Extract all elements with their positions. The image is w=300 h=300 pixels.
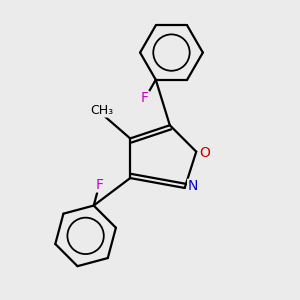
Text: F: F	[141, 91, 149, 105]
Text: O: O	[199, 146, 210, 160]
Text: F: F	[95, 178, 103, 192]
Text: CH₃: CH₃	[91, 104, 114, 117]
Text: N: N	[188, 179, 198, 193]
